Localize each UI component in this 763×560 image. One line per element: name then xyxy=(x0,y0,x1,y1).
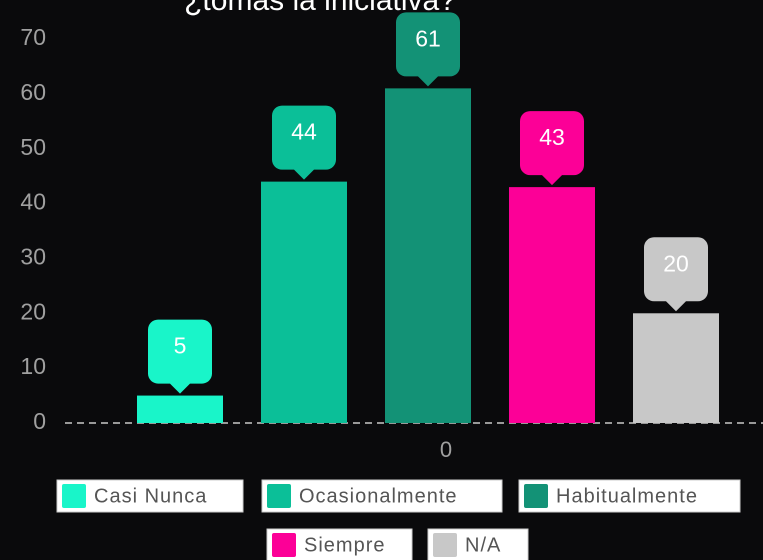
y-tick-label: 30 xyxy=(20,244,46,270)
label-callout xyxy=(272,105,336,180)
legend-swatch xyxy=(433,533,457,557)
legend-swatch xyxy=(524,484,548,508)
legend-item xyxy=(261,479,503,513)
legend-swatch xyxy=(62,484,86,508)
data-label: 61 xyxy=(415,25,441,51)
bar xyxy=(633,313,719,423)
bar xyxy=(385,88,471,423)
y-tick-label: 50 xyxy=(20,134,46,160)
data-label: 20 xyxy=(663,250,689,276)
legend-swatch xyxy=(272,533,296,557)
data-label: 44 xyxy=(291,119,317,145)
chart-title: ¿tomas la iniciativa? xyxy=(184,0,456,17)
bar xyxy=(137,395,223,423)
legend-label: N/A xyxy=(465,534,501,556)
y-tick-label: 10 xyxy=(20,353,46,379)
y-tick-label: 40 xyxy=(20,189,46,215)
legend-swatch xyxy=(267,484,291,508)
legend-item xyxy=(518,479,741,513)
y-tick-label: 20 xyxy=(20,298,46,324)
y-tick-label: 60 xyxy=(20,79,46,105)
label-callout xyxy=(644,237,708,312)
y-tick-label: 0 xyxy=(33,408,46,434)
label-callout xyxy=(396,12,460,87)
legend-item xyxy=(56,479,244,513)
legend-label: Casi Nunca xyxy=(94,485,207,507)
legend-label: Siempre xyxy=(304,534,385,556)
legend-label: Habitualmente xyxy=(556,485,698,507)
data-label: 43 xyxy=(539,124,565,150)
data-label: 5 xyxy=(174,333,187,359)
label-callout xyxy=(520,111,584,186)
y-tick-label: 70 xyxy=(20,24,46,50)
x-tick-label: 0 xyxy=(440,437,452,462)
legend-label: Ocasionalmente xyxy=(299,485,458,507)
bar xyxy=(261,181,347,423)
label-callout xyxy=(148,319,212,394)
bar xyxy=(509,187,595,423)
